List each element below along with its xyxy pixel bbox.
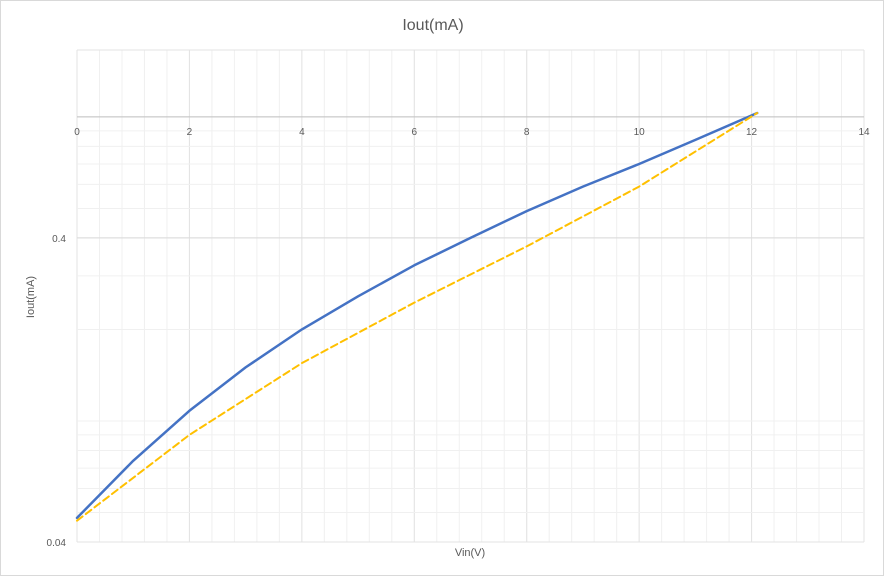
x-tick-label: 6	[412, 127, 418, 138]
series-line-measured	[75, 111, 759, 520]
gridlines	[76, 49, 865, 543]
x-tick-label: 4	[299, 127, 305, 138]
y-tick-label: 0.04	[47, 538, 67, 549]
x-tick-label: 8	[524, 127, 530, 138]
y-tick-label: 0.4	[52, 234, 66, 245]
series-lines	[75, 111, 759, 522]
x-tick-label: 0	[74, 127, 80, 138]
series-line-linear-reference	[76, 112, 759, 522]
x-tick-label: 2	[187, 127, 193, 138]
tick-labels: 0 2 4 6 8 10 12 14 0.04 0.4	[47, 127, 870, 549]
chart-title: Iout(mA)	[402, 17, 463, 34]
x-tick-label: 10	[634, 127, 646, 138]
x-axis-title: Vin(V)	[455, 547, 485, 559]
y-axis-title: Iout(mA)	[25, 276, 37, 318]
x-tick-label: 14	[858, 127, 870, 138]
x-tick-label: 12	[746, 127, 758, 138]
